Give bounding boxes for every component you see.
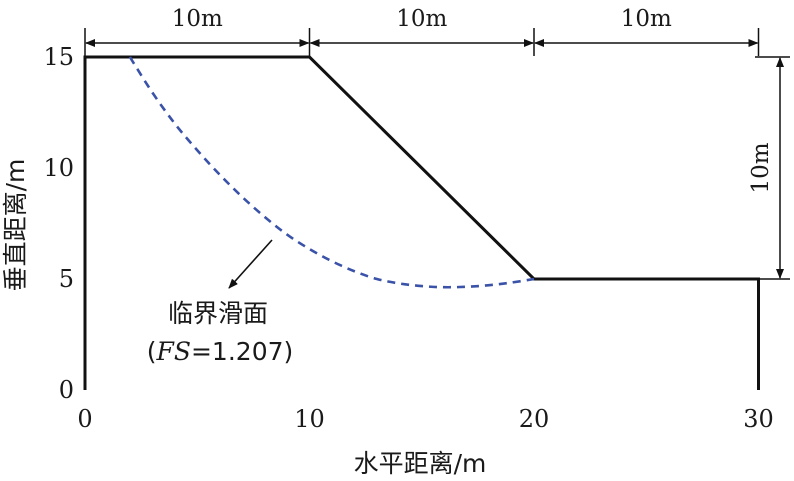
annotation-label: 临界滑面 — [168, 299, 268, 328]
x-tick-label: 0 — [77, 405, 92, 433]
x-axis-title: 水平距离/m — [354, 449, 487, 478]
annotation-fs-symbol: FS — [156, 337, 191, 366]
x-tick-label: 10 — [294, 405, 325, 433]
x-axis-ticks: 0 10 20 30 — [77, 405, 773, 433]
dimension-arrow-left — [309, 39, 320, 47]
dimension-label-top: 10m — [621, 6, 672, 32]
x-tick-label: 30 — [743, 405, 774, 433]
dimension-lines: 10m 10m 10m 10m — [84, 6, 790, 280]
annotation-fs-value: (FS=1.207) — [147, 337, 294, 366]
y-tick-label: 5 — [59, 265, 74, 293]
y-tick-label: 10 — [43, 154, 74, 182]
y-axis-ticks: 0 5 10 15 — [43, 43, 74, 404]
dimension-arrow-left — [534, 39, 544, 47]
dimension-label-right: 10m — [748, 142, 774, 193]
annotation-paren: ( — [147, 337, 157, 366]
critical-slip-surface — [128, 56, 535, 289]
slope-outline — [83, 55, 760, 390]
dimension-label-top: 10m — [172, 6, 223, 32]
y-axis-title: 垂直距离/m — [1, 159, 30, 292]
x-tick-label: 20 — [519, 405, 550, 433]
y-tick-label: 15 — [43, 43, 74, 71]
dimension-label-top: 10m — [396, 6, 447, 32]
dimension-arrow-up — [776, 57, 784, 67]
annotation-arrow — [228, 239, 273, 289]
y-tick-label: 0 — [59, 376, 74, 404]
annotation-fs-number: =1.207) — [191, 337, 293, 366]
dimension-arrow-left — [85, 39, 95, 47]
